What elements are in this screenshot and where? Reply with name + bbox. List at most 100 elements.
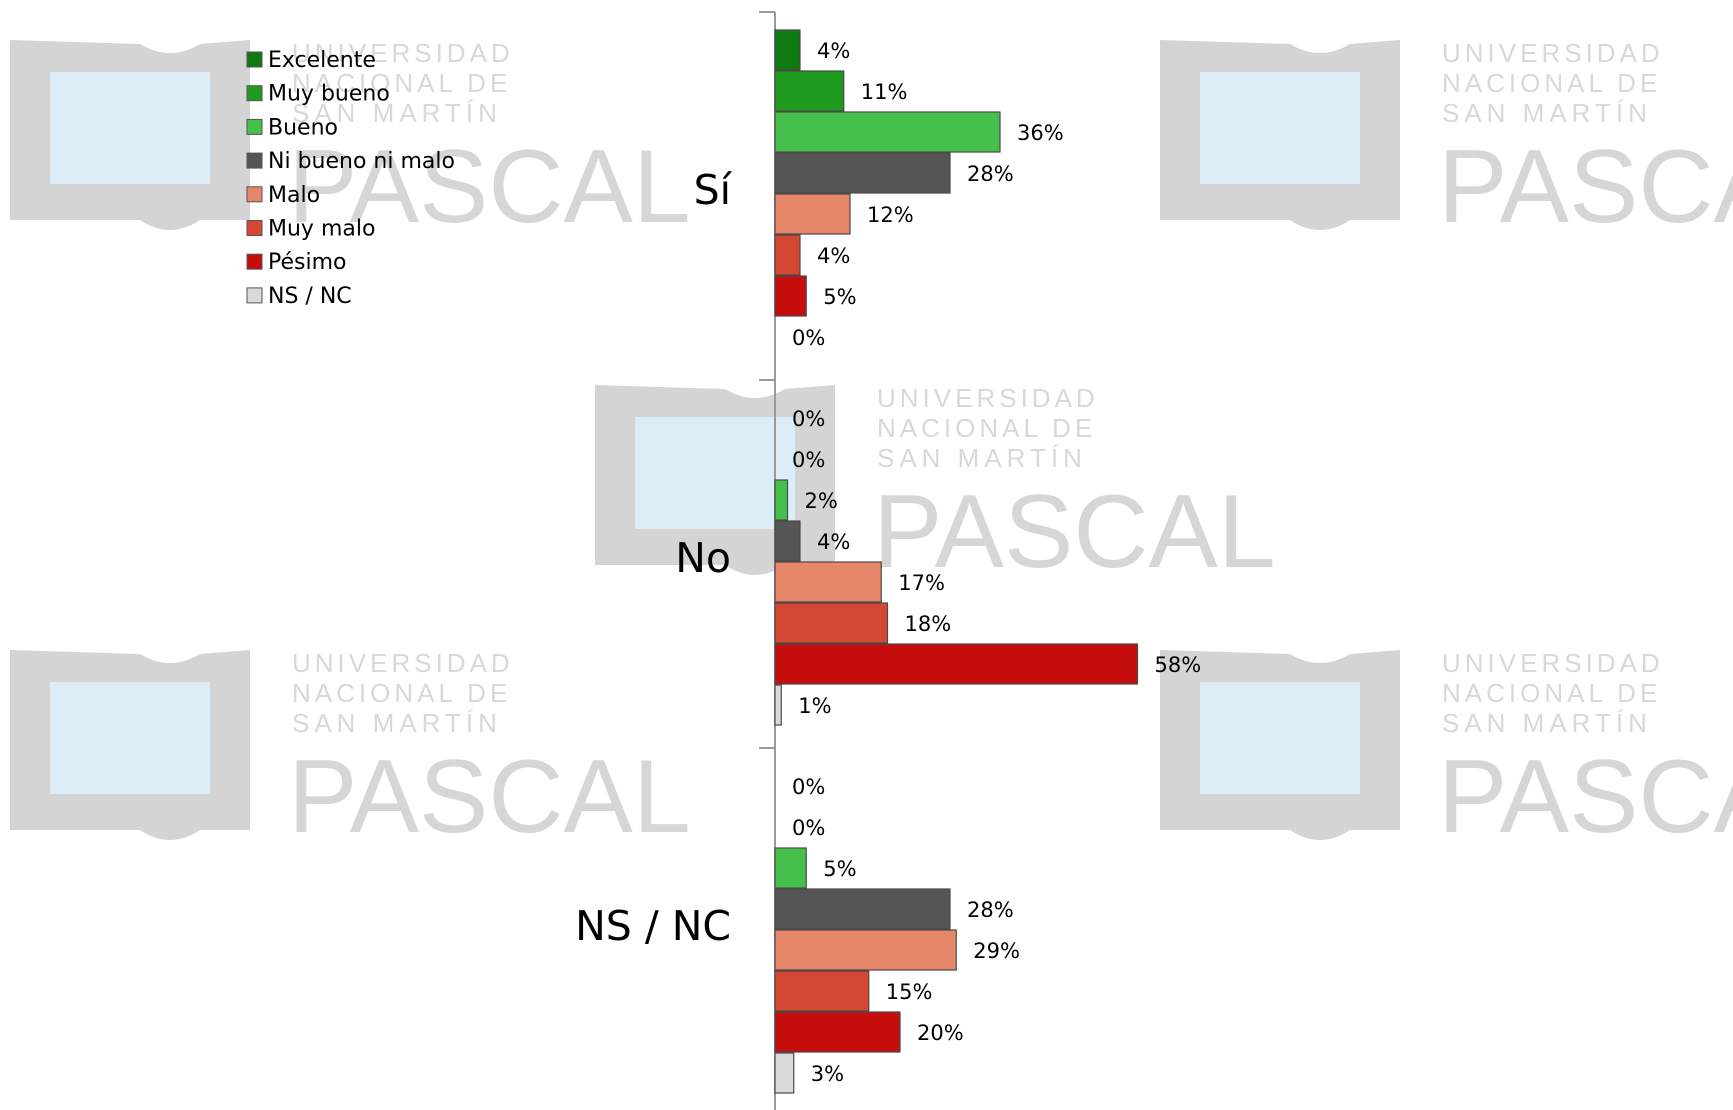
watermark-line2: NACIONAL DE [292,68,511,98]
legend-item: Muy bueno [246,82,390,107]
bar [774,602,889,644]
bar [774,520,801,562]
data-label: 3% [811,1062,844,1086]
book-page [1200,682,1360,794]
bar [774,152,951,194]
watermark-line3: SAN MARTÍN [292,708,502,738]
watermark-line2: NACIONAL DE [1442,68,1661,98]
data-label: 4% [817,39,850,63]
bar [774,479,789,521]
data-label: 12% [867,203,914,227]
data-label: 15% [886,980,933,1004]
data-label: 1% [798,694,831,718]
data-label: 0% [792,407,825,431]
watermark-brand: PASCAL [1438,739,1733,855]
data-label: 0% [792,448,825,472]
watermark-line3: SAN MARTÍN [292,98,502,128]
bar [774,193,851,235]
bar [774,970,870,1012]
legend-swatch [246,253,263,270]
data-label: 28% [967,898,1014,922]
watermark-brand: PASCAL [288,129,691,245]
data-label: 18% [905,612,952,636]
book-page [1200,72,1360,184]
watermark-brand: PASCAL [873,474,1276,590]
legend-item: NS / NC [246,284,352,309]
legend-swatch [246,220,263,236]
legend-item: Ni bueno ni malo [246,149,455,174]
watermark-brand: PASCAL [1438,129,1733,245]
data-label: 28% [967,162,1014,186]
bar [774,561,882,603]
legend-swatch [246,51,263,68]
legend: Excelente Muy bueno Bueno Ni bueno ni malo M… [246,48,455,309]
data-label: 4% [817,530,850,554]
bar [774,929,957,971]
legend-label: NS / NC [268,284,352,309]
book-page [50,72,210,184]
data-label: 5% [823,857,856,881]
watermark-line2: NACIONAL DE [292,678,511,708]
watermark-line2: NACIONAL DE [1442,678,1661,708]
legend-item: Excelente [246,48,376,73]
watermark-line2: NACIONAL DE [877,413,1096,443]
bars-layer: 4%11%36%28%12%4%5%0%0%0%2%4%17%18%58%1%0… [774,29,1202,1094]
data-label: 2% [805,489,838,513]
legend-label: Muy bueno [268,82,390,107]
legend-label: Bueno [268,115,338,140]
bar [774,643,1139,685]
legend-swatch [246,186,263,203]
bar [774,684,782,726]
watermark-line1: UNIVERSIDAD [292,648,514,678]
legend-label: Muy malo [268,217,375,242]
bar [774,888,951,930]
category-label: No [675,534,731,582]
data-label: 4% [817,244,850,268]
bar [774,1052,795,1094]
legend-swatch [246,85,263,102]
watermark-line1: UNIVERSIDAD [1442,648,1664,678]
watermark-line1: UNIVERSIDAD [292,38,514,68]
legend-swatch [246,287,263,304]
data-label: 0% [792,326,825,350]
data-label: 5% [823,285,856,309]
watermark-line3: SAN MARTÍN [1442,708,1652,738]
legend-label: Malo [268,183,320,208]
legend-item: Muy malo [246,217,375,242]
data-label: 36% [1017,121,1064,145]
bar [774,111,1001,153]
legend-label: Excelente [268,48,376,73]
watermark-line3: SAN MARTÍN [877,443,1087,473]
data-label: 20% [917,1021,964,1045]
book-page [635,417,795,529]
data-label: 11% [861,80,908,104]
data-label: 29% [973,939,1020,963]
bar [774,70,845,112]
legend-item: Bueno [246,115,338,140]
bar [774,1011,901,1053]
watermark-line1: UNIVERSIDAD [1442,38,1664,68]
category-label: Sí [694,166,733,214]
bar [774,847,807,889]
data-label: 58% [1155,653,1202,677]
data-label: 0% [792,775,825,799]
legend-label: Ni bueno ni malo [268,149,455,174]
bar [774,234,801,276]
data-label: 17% [898,571,945,595]
legend-item: Malo [246,183,320,208]
legend-label: Pésimo [268,250,346,275]
legend-swatch [246,152,263,169]
watermark-brand: PASCAL [288,739,691,855]
watermark-line1: UNIVERSIDAD [877,383,1099,413]
data-label: 0% [792,816,825,840]
bar [774,29,801,71]
bar [774,275,807,317]
watermark-line3: SAN MARTÍN [1442,98,1652,128]
legend-swatch [246,118,263,135]
